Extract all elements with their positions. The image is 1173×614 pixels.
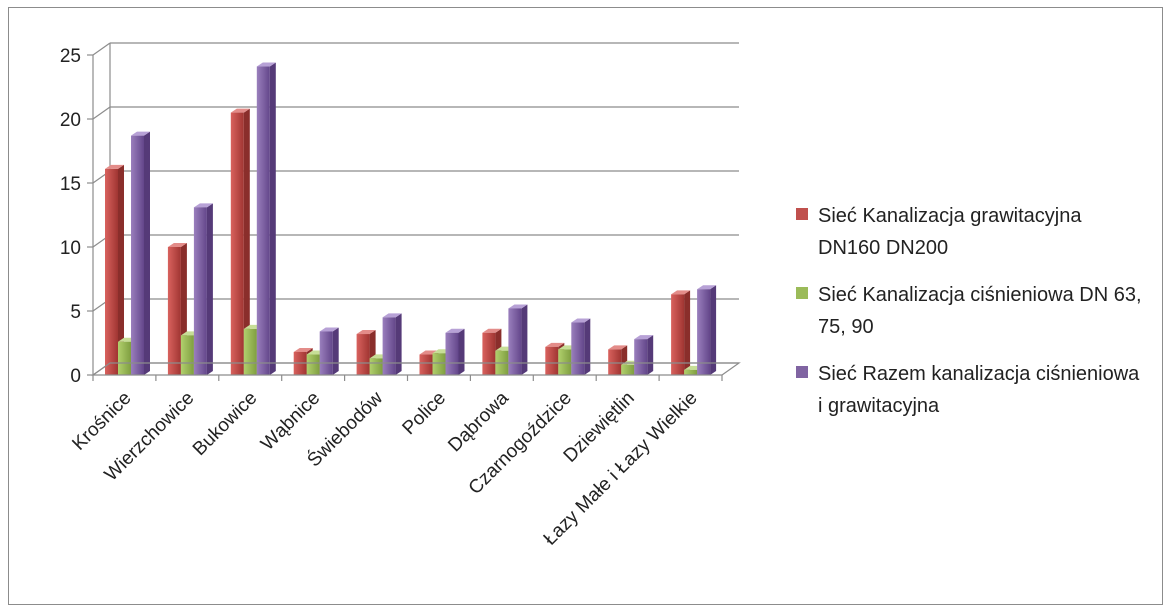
y-tick-label: 25 (60, 46, 81, 67)
bar-top (508, 304, 528, 309)
bar-front (230, 112, 244, 375)
bar-top (634, 335, 654, 340)
bar (671, 290, 691, 375)
bar-top (482, 328, 502, 333)
bar-side (710, 285, 717, 375)
bar (105, 164, 124, 375)
legend-item-total: Sieć Razem kanalizacja ciśnieniowa i gra… (796, 358, 1166, 422)
bar-front (369, 358, 383, 375)
bar-top (608, 345, 628, 350)
bar-front (118, 341, 131, 375)
bar-front (319, 331, 333, 375)
bar (319, 327, 339, 375)
bar-front (571, 322, 585, 375)
bar-front (432, 353, 446, 375)
bar-front (131, 135, 144, 375)
bar-top (230, 108, 250, 113)
bar-side (144, 131, 150, 375)
bar-top (545, 342, 565, 347)
bar-top (293, 347, 313, 352)
bar (256, 62, 276, 376)
bar-front (608, 349, 622, 375)
legend-swatch-gravity (796, 208, 808, 220)
bar-front (545, 346, 559, 375)
bar-top (382, 313, 402, 318)
bar-front (482, 332, 496, 375)
bar-side (458, 328, 465, 375)
legend-label-total: Sieć Razem kanalizacja ciśnieniowa i gra… (818, 363, 1140, 417)
bar (131, 131, 150, 375)
bar-front (508, 308, 522, 375)
bar-front (382, 317, 396, 375)
bar-top (105, 164, 124, 169)
bar-side (647, 335, 654, 375)
bar-front (180, 335, 194, 375)
bar-front (684, 369, 698, 375)
bar-side (684, 290, 691, 375)
y-tick-label: 5 (70, 302, 81, 323)
bar-front (193, 207, 207, 375)
y-tick-label: 0 (70, 366, 81, 387)
gridline-depth (92, 42, 111, 56)
bar-top (131, 131, 150, 136)
bar (382, 313, 402, 375)
bar-top (319, 327, 339, 332)
bar-side (332, 327, 339, 375)
gridline-depth (92, 106, 111, 120)
bar (571, 318, 591, 375)
bar-side (584, 318, 591, 375)
bar-top (167, 243, 187, 247)
bar-front (167, 247, 181, 375)
bar-side (118, 164, 124, 375)
bar (697, 285, 717, 375)
bar-front (105, 168, 118, 375)
bar-top (571, 318, 591, 323)
legend-label-gravity: Sieć Kanalizacja grawitacyjna DN160 DN20… (818, 205, 1082, 259)
bar-side (521, 304, 528, 375)
x-category-label: Bukowice (189, 388, 261, 460)
bar-front (634, 339, 648, 375)
bar (445, 328, 465, 375)
bar-side (206, 203, 213, 375)
legend-swatch-total (796, 366, 808, 378)
bar-top (193, 203, 213, 208)
bar-top (356, 330, 376, 335)
bar-front (256, 66, 270, 376)
x-category-label: Police (399, 388, 450, 439)
legend-label-pressure: Sieć Kanalizacja ciśnieniowa DN 63, 75, … (818, 284, 1142, 338)
legend-item-gravity: Sieć Kanalizacja grawitacyjna DN160 DN20… (796, 200, 1166, 264)
bar (193, 203, 213, 375)
bar-top (445, 328, 465, 333)
bar-front (306, 354, 320, 375)
bar-front (621, 364, 635, 375)
y-tick-label: 10 (60, 238, 81, 259)
bar-top (671, 290, 691, 295)
bar-front (671, 294, 685, 375)
legend: Sieć Kanalizacja grawitacyjna DN160 DN20… (796, 200, 1166, 437)
bar-side (395, 313, 402, 375)
bar-top (256, 62, 276, 67)
bar-front (558, 349, 572, 375)
legend-item-pressure: Sieć Kanalizacja ciśnieniowa DN 63, 75, … (796, 279, 1166, 343)
bar-side (269, 62, 276, 376)
bar-side (243, 108, 250, 375)
bar-front (445, 332, 459, 375)
y-tick-label: 20 (60, 110, 81, 131)
y-tick-label: 15 (60, 174, 81, 195)
bar (230, 108, 250, 375)
bar (634, 335, 654, 375)
bar-front (243, 328, 257, 375)
bar-front (697, 289, 711, 375)
legend-swatch-pressure (796, 287, 808, 299)
bar-top (697, 285, 717, 290)
floor (91, 362, 741, 376)
bar (508, 304, 528, 375)
bar-front (419, 354, 433, 375)
bar-front (356, 334, 370, 375)
